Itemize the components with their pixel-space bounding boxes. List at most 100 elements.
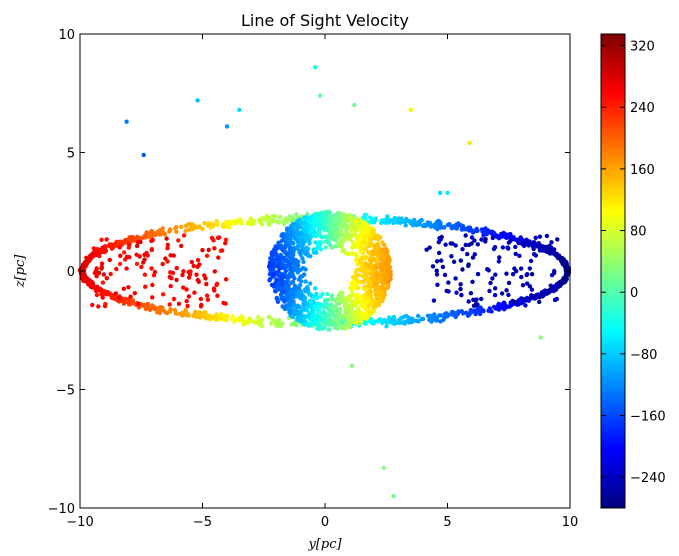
x-tick-label: −5	[193, 515, 212, 530]
data-point	[230, 314, 235, 319]
data-point	[369, 299, 374, 305]
data-point	[385, 283, 391, 288]
data-point	[322, 325, 327, 331]
colorbar-tick-label: 0	[630, 286, 638, 301]
data-point	[308, 292, 313, 297]
data-point	[99, 237, 104, 242]
data-point	[408, 219, 413, 224]
data-point	[180, 313, 185, 318]
data-point	[130, 300, 136, 305]
data-point	[150, 303, 155, 308]
data-point	[179, 243, 184, 249]
data-point	[538, 335, 543, 340]
data-point	[371, 309, 377, 314]
data-point	[149, 229, 154, 235]
data-point	[351, 285, 356, 290]
data-point	[132, 291, 137, 296]
data-point	[298, 224, 303, 230]
data-point	[171, 296, 177, 302]
data-point	[203, 310, 208, 315]
data-point	[367, 293, 372, 298]
data-point	[364, 286, 369, 291]
data-point	[230, 219, 235, 225]
data-point	[285, 226, 290, 231]
data-point	[307, 241, 312, 246]
data-point	[294, 267, 299, 272]
data-point	[481, 308, 486, 314]
data-point	[537, 299, 542, 305]
x-tick-label: 0	[321, 515, 329, 530]
data-point	[436, 240, 441, 245]
data-point	[285, 291, 290, 297]
data-point	[553, 287, 559, 292]
data-point	[168, 283, 173, 289]
data-point	[472, 252, 477, 257]
data-point	[107, 257, 113, 263]
data-point	[140, 235, 145, 240]
data-point	[504, 271, 509, 276]
data-point	[345, 314, 350, 320]
data-point	[285, 282, 290, 288]
data-point	[327, 231, 333, 236]
data-point	[400, 320, 405, 325]
data-point	[335, 326, 340, 331]
data-point	[118, 240, 123, 245]
data-point	[546, 289, 551, 294]
data-point	[271, 266, 276, 272]
data-point	[365, 223, 371, 228]
data-point	[312, 217, 317, 223]
data-point	[313, 233, 318, 239]
data-point	[287, 301, 292, 307]
data-point	[326, 210, 331, 215]
data-point	[527, 266, 532, 271]
data-point	[206, 247, 211, 253]
data-point	[113, 241, 118, 246]
data-point	[100, 246, 106, 251]
data-point	[338, 290, 343, 295]
data-point	[301, 302, 306, 307]
data-point	[149, 234, 154, 239]
data-point	[453, 243, 458, 248]
x-tick-label: 10	[562, 515, 579, 530]
data-point	[529, 272, 535, 277]
data-point	[488, 280, 493, 286]
data-point	[305, 246, 311, 252]
data-point	[310, 227, 315, 232]
data-point	[152, 269, 158, 275]
data-point	[549, 286, 554, 292]
data-point	[453, 276, 458, 281]
data-point	[226, 224, 232, 230]
data-point	[315, 313, 320, 318]
data-point	[299, 231, 304, 236]
data-point	[494, 306, 499, 311]
data-point	[134, 243, 140, 249]
data-point	[191, 263, 196, 269]
data-point	[303, 249, 308, 255]
data-point	[83, 274, 89, 280]
data-point	[378, 252, 384, 257]
data-point	[269, 321, 274, 326]
data-point	[428, 224, 434, 229]
data-point	[469, 235, 475, 240]
data-point	[334, 301, 340, 307]
data-point	[358, 272, 363, 278]
y-tick-label: 5	[67, 147, 75, 162]
data-point	[275, 299, 281, 304]
data-point	[527, 284, 533, 289]
data-point	[211, 238, 216, 243]
data-point	[398, 220, 404, 225]
data-point	[333, 238, 339, 243]
data-point	[366, 243, 372, 249]
data-point	[299, 279, 304, 284]
data-point	[134, 252, 139, 257]
data-point	[373, 216, 378, 221]
data-point	[183, 228, 188, 234]
data-point	[458, 282, 463, 287]
data-point	[207, 315, 212, 320]
data-point	[117, 295, 122, 301]
chart-title: Line of Sight Velocity	[241, 11, 409, 30]
data-point	[394, 320, 399, 326]
data-point	[288, 309, 293, 314]
data-point	[323, 218, 328, 224]
data-point	[449, 254, 454, 259]
